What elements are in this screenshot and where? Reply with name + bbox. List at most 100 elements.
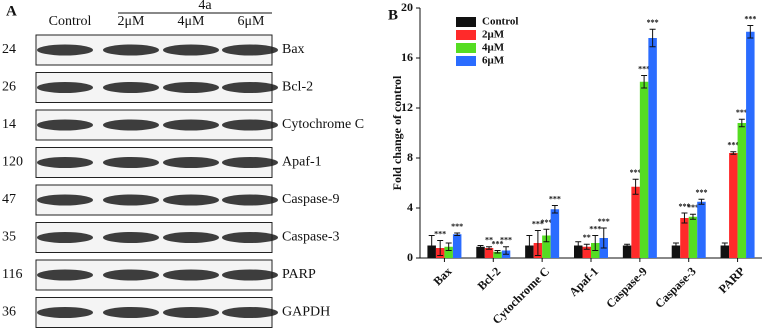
- significance-label: ***: [638, 64, 650, 73]
- significance-label: ***: [736, 108, 748, 117]
- blot-band: [37, 194, 93, 206]
- bar: [648, 38, 657, 258]
- blot-band: [103, 194, 159, 206]
- protein-label: Caspase-3: [282, 230, 340, 245]
- blot-band: [37, 232, 93, 243]
- significance-label: ***: [451, 222, 463, 231]
- blot-band: [222, 307, 278, 318]
- error-bar: [624, 243, 631, 248]
- blot-band: [103, 157, 159, 168]
- blot-band: [103, 269, 159, 281]
- y-tick-label: 16: [401, 50, 413, 64]
- blot-band: [103, 44, 159, 56]
- error-bar: [689, 213, 696, 220]
- blot-band: [103, 82, 159, 93]
- error-bar: [503, 246, 510, 255]
- blot-band: [37, 307, 93, 318]
- blot-band: [103, 307, 159, 318]
- legend-label: 4μM: [482, 42, 505, 54]
- bar: [493, 251, 502, 258]
- dose-label: 2μM: [118, 14, 146, 29]
- protein-label: PARP: [282, 267, 316, 282]
- bar: [639, 81, 649, 258]
- bar: [582, 246, 591, 258]
- error-bar: [477, 245, 484, 249]
- error-bar: [747, 25, 754, 39]
- error-bar: [721, 242, 728, 249]
- blot-band: [222, 44, 278, 56]
- bar: [550, 209, 560, 258]
- y-tick-label: 0: [407, 250, 413, 264]
- error-bar: [672, 242, 679, 249]
- significance-label: ***: [647, 18, 659, 27]
- legend-swatch: [456, 30, 476, 40]
- error-bar: [494, 250, 501, 254]
- x-tick-label: Caspase-3: [652, 264, 699, 311]
- significance-label: ***: [540, 218, 552, 227]
- molecular-weight: 47: [2, 192, 16, 207]
- panel-label: B: [388, 7, 398, 23]
- bar: [737, 123, 747, 258]
- x-tick-label: Apaf-1: [566, 264, 601, 299]
- bar: [631, 186, 640, 258]
- bar: [452, 234, 462, 258]
- error-bar: [632, 178, 639, 195]
- error-bar: [454, 232, 461, 236]
- significance-label: ***: [727, 141, 739, 150]
- treatment-label: 4a: [198, 0, 212, 13]
- error-bar: [730, 151, 737, 155]
- significance-label: ***: [549, 194, 561, 203]
- protein-label: Caspase-9: [282, 192, 340, 207]
- x-tick-label: PARP: [716, 264, 748, 296]
- bar: [720, 245, 730, 258]
- legend-label: 6μM: [482, 55, 505, 67]
- error-bar: [551, 205, 558, 214]
- significance-label: **: [583, 233, 591, 242]
- x-tick-label: Caspase-9: [603, 264, 650, 311]
- error-bar: [486, 246, 493, 250]
- blot-band: [163, 157, 219, 168]
- blot-band: [222, 119, 278, 131]
- blot-band: [222, 194, 278, 206]
- blot-band: [103, 119, 159, 131]
- significance-label: ***: [695, 188, 707, 197]
- protein-label: Apaf-1: [282, 155, 322, 170]
- blot-band: [163, 232, 219, 243]
- bar: [671, 245, 681, 258]
- blot-band: [163, 44, 219, 56]
- x-tick-label: Bax: [430, 264, 454, 288]
- significance-label: **: [485, 236, 493, 245]
- protein-label: Bax: [282, 42, 305, 57]
- y-tick-label: 4: [407, 200, 413, 214]
- legend-swatch: [456, 56, 476, 66]
- bar-chart-panel: B Fold change of control 048121620Bax***…: [388, 0, 762, 327]
- molecular-weight: 26: [2, 80, 16, 95]
- significance-label: ***: [598, 217, 610, 226]
- blot-band: [37, 157, 93, 168]
- protein-label: Bcl-2: [282, 80, 313, 95]
- significance-label: ***: [532, 219, 544, 228]
- bar: [574, 245, 583, 258]
- blot-band: [37, 82, 93, 93]
- molecular-weight: 36: [2, 305, 16, 320]
- error-bar: [445, 242, 452, 251]
- blot-band: [163, 269, 219, 281]
- error-bar: [583, 243, 590, 250]
- error-bar: [437, 240, 444, 256]
- blot-band: [37, 44, 93, 56]
- error-bar: [526, 235, 533, 256]
- significance-label: ***: [434, 229, 446, 238]
- legend-swatch: [456, 17, 476, 27]
- control-label: Control: [49, 14, 92, 29]
- significance-label: ***: [687, 203, 699, 212]
- legend-label: 2μM: [482, 29, 505, 41]
- protein-label: GAPDH: [282, 305, 330, 320]
- bar: [622, 245, 632, 258]
- significance-label: ***: [492, 239, 504, 248]
- error-bar: [681, 212, 688, 224]
- blot-band: [163, 307, 219, 318]
- molecular-weight: 35: [2, 230, 16, 245]
- blot-band: [163, 82, 219, 93]
- error-bar: [649, 28, 656, 48]
